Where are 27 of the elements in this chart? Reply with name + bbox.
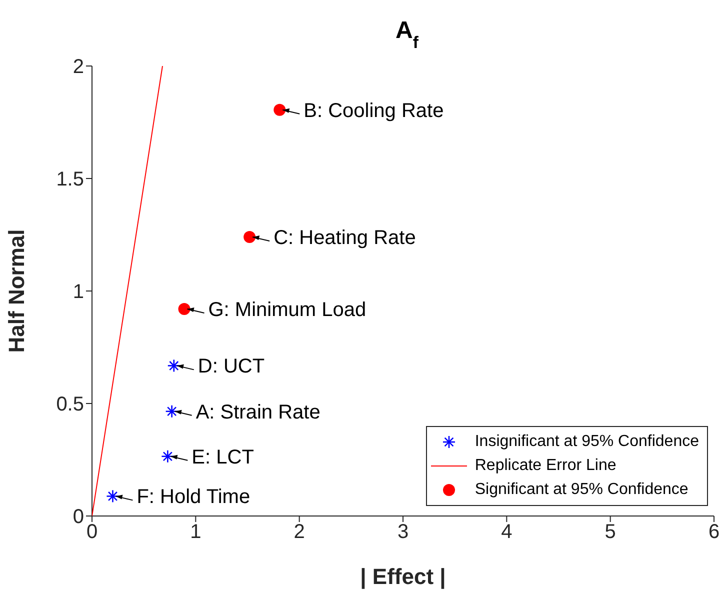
annotation: B: Cooling Rate [304,100,444,122]
legend-label: Insignificant at 95% Confidence [474,433,699,451]
point [244,231,256,243]
y-tick-label: 2 [72,56,84,78]
point [274,104,286,116]
y-tick-label: 0 [72,506,84,528]
x-tick-label: 3 [397,521,409,544]
annotation: C: Heating Rate [274,227,416,249]
point [178,303,190,315]
x-tick-label: 1 [190,521,202,544]
legend-label: Significant at 95% Confidence [474,481,688,499]
annotation: E: LCT [192,446,254,468]
y-tick-label: 1.5 [56,168,84,191]
x-axis-title: | Effect | [360,564,446,589]
annotation: A: Strain Rate [196,401,320,424]
x-tick-label: 5 [604,521,616,544]
y-tick-label: 1 [72,281,84,304]
x-tick-label: 4 [501,521,512,544]
x-tick-label: 6 [708,521,720,544]
annotation: G: Minimum Load [208,299,366,321]
chart-title: A$_{f}$ [396,17,419,52]
y-tick-label: 0.5 [56,394,84,416]
annotation: D: UCT [198,356,265,378]
x-tick-label: 2 [294,521,305,544]
legend-label: Replicate Error Line [474,457,616,475]
annotation: F: Hold Time [136,486,250,508]
y-axis-title: Half Normal [4,229,29,353]
